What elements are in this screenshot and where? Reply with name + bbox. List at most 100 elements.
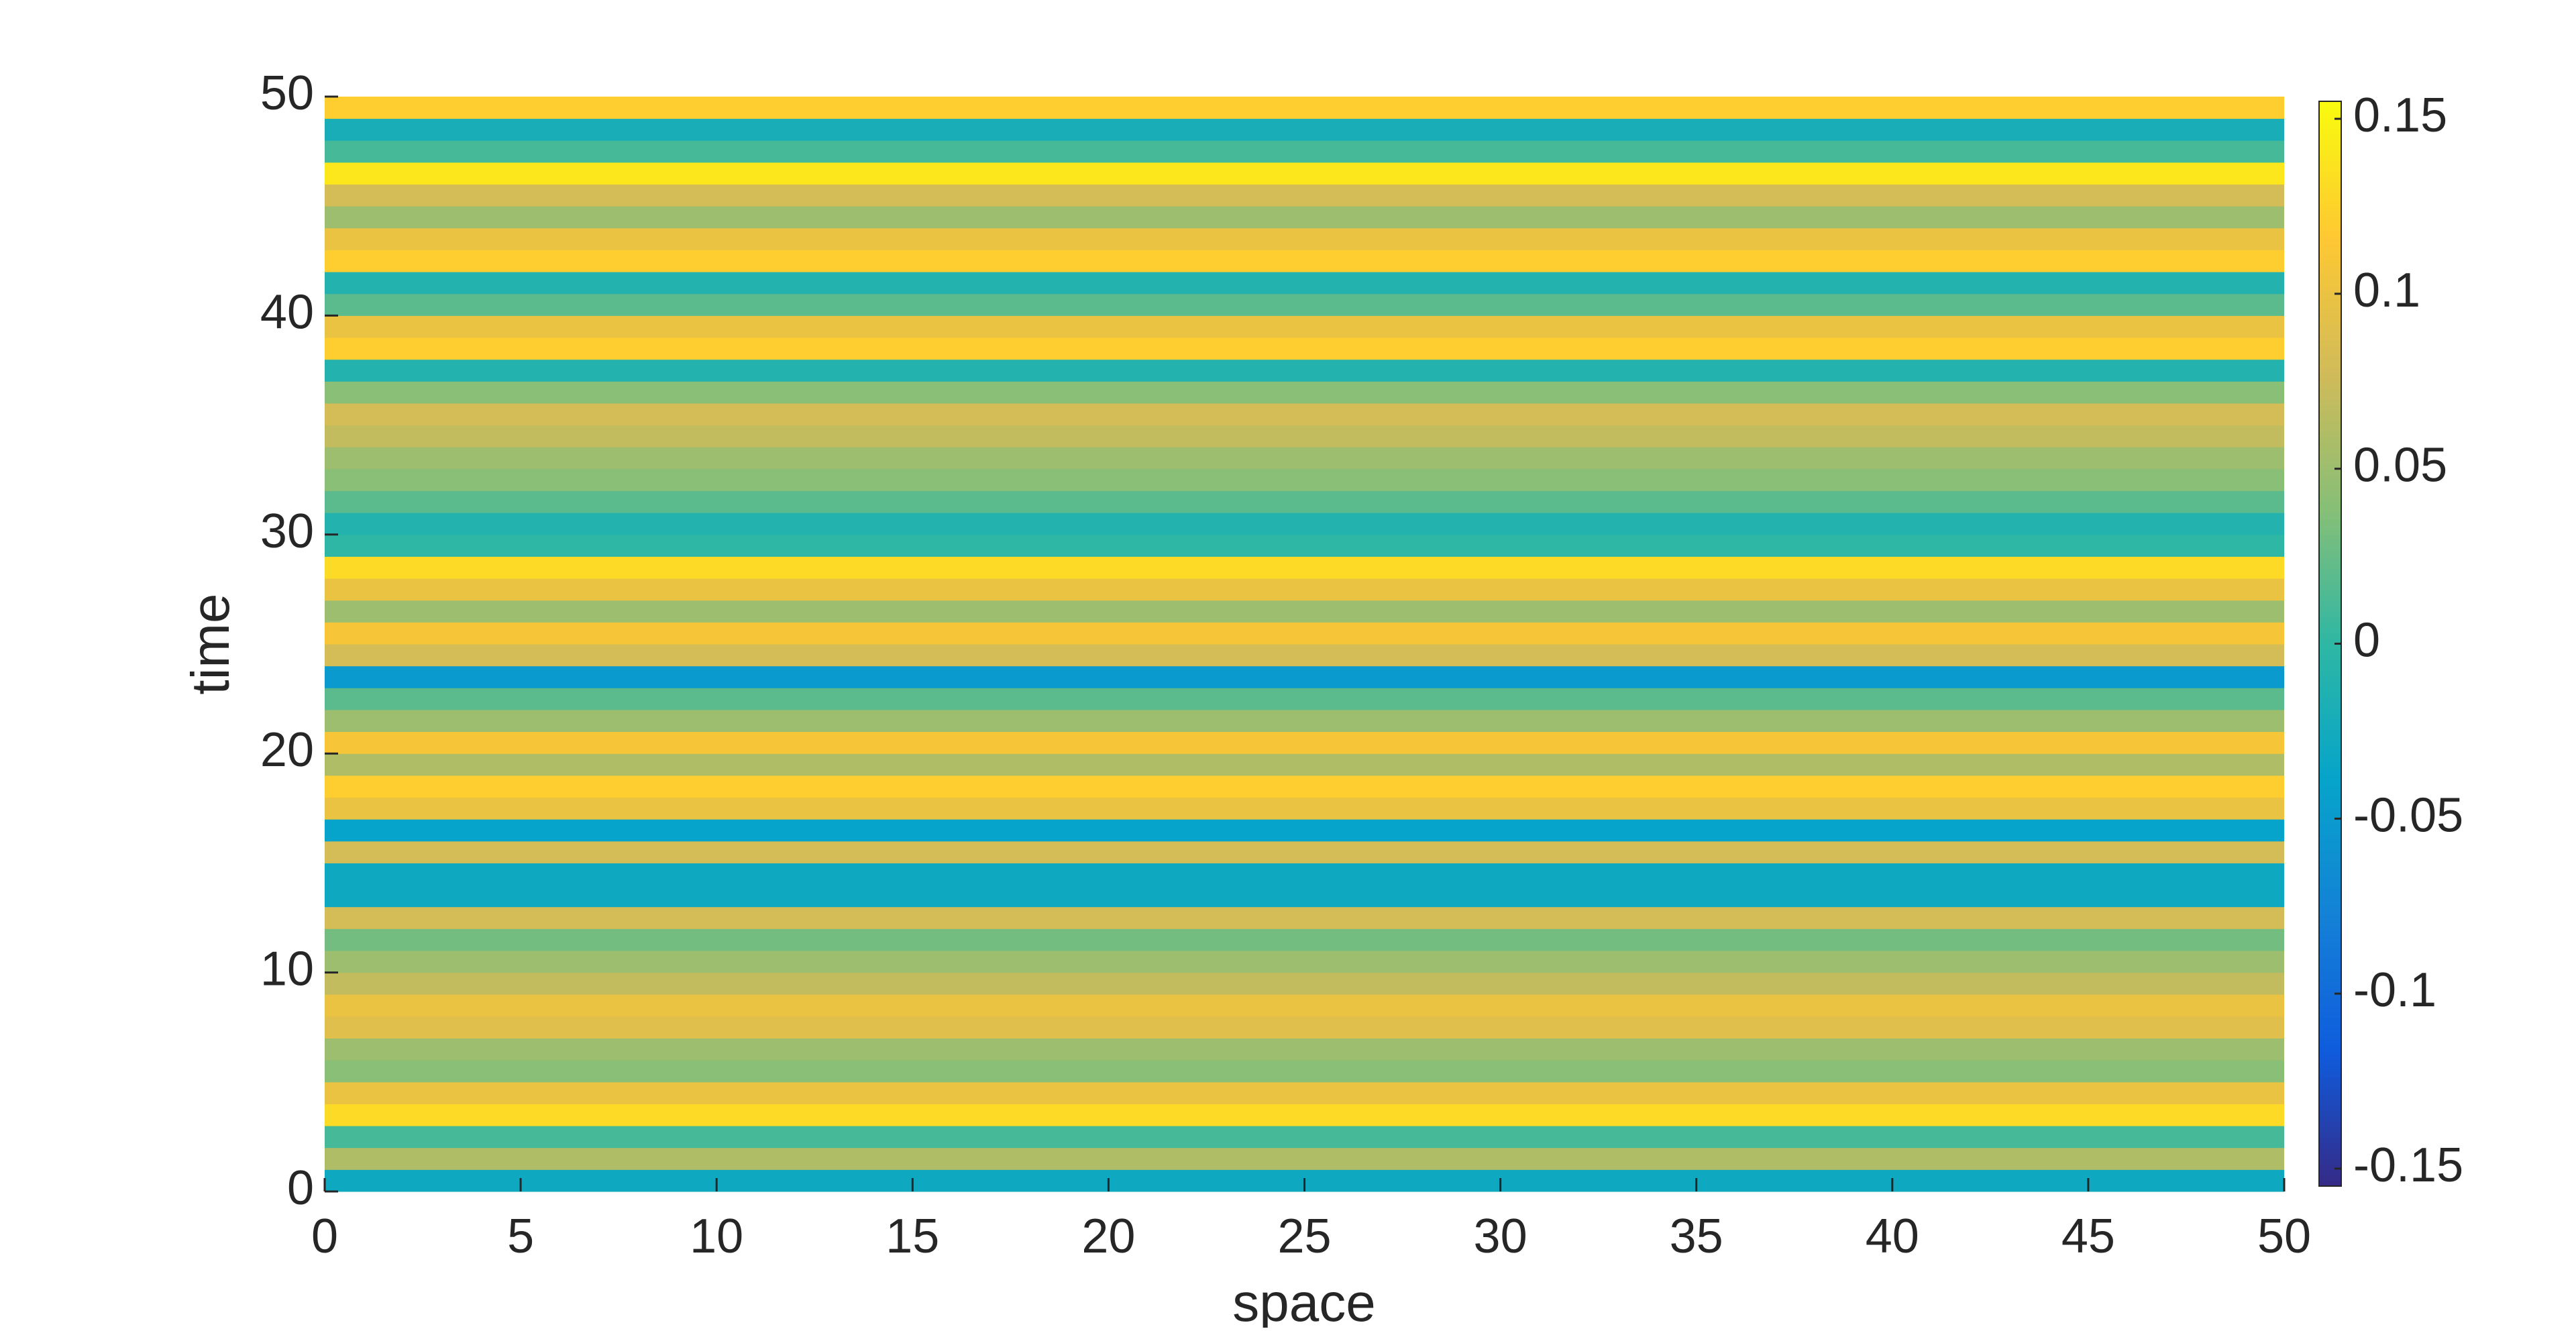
colorbar-segment — [2319, 231, 2341, 237]
colorbar-segment — [2319, 410, 2341, 417]
y-tick-label: 40 — [260, 285, 314, 339]
colorbar-segment — [2319, 627, 2341, 633]
colorbar-segment — [2319, 812, 2341, 818]
colorbar-segment — [2319, 545, 2341, 552]
colorbar-segment — [2319, 779, 2341, 786]
colorbar-segment — [2319, 1164, 2341, 1171]
heatmap-cell — [325, 928, 2284, 951]
colorbar-segment — [2319, 204, 2341, 211]
colorbar-segment — [2319, 849, 2341, 856]
colorbar-segment — [2319, 107, 2341, 113]
colorbar-segment — [2319, 1175, 2341, 1181]
colorbar-segment — [2319, 421, 2341, 427]
colorbar-segment — [2319, 199, 2341, 205]
colorbar-segment — [2319, 237, 2341, 243]
colorbar-segment — [2319, 1099, 2341, 1106]
colorbar-segment — [2319, 394, 2341, 401]
colorbar-segment — [2319, 703, 2341, 710]
colorbar-segment — [2319, 101, 2341, 107]
colorbar-segment — [2319, 508, 2341, 515]
colorbar-segment — [2319, 877, 2341, 883]
colorbar-segment — [2319, 274, 2341, 281]
colorbar-segment — [2319, 497, 2341, 503]
colorbar-segment — [2319, 1077, 2341, 1083]
colorbar-segment — [2319, 573, 2341, 580]
colorbar-segment — [2319, 942, 2341, 948]
colorbar-segment — [2319, 123, 2341, 129]
heatmap-cell — [325, 381, 2284, 404]
colorbar-segment — [2319, 350, 2341, 357]
y-tick-label: 20 — [260, 723, 314, 777]
x-tick-label: 15 — [885, 1210, 939, 1263]
colorbar-segment — [2319, 443, 2341, 449]
colorbar-segment — [2319, 551, 2341, 557]
colorbar-segment — [2319, 958, 2341, 965]
colorbar-segment — [2319, 182, 2341, 189]
colorbar-segment — [2319, 1018, 2341, 1024]
heatmap-cell — [325, 140, 2284, 163]
colorbar-segment — [2319, 763, 2341, 769]
heatmap-cell — [325, 425, 2284, 447]
colorbar-segment — [2319, 524, 2341, 531]
x-tick-label: 0 — [311, 1210, 338, 1263]
heatmap-cell — [325, 709, 2284, 733]
heatmap-cell — [325, 688, 2284, 710]
y-tick-label: 0 — [287, 1161, 314, 1215]
heatmap-cell — [325, 775, 2284, 798]
heatmap-cell — [325, 513, 2284, 535]
colorbar-segment — [2319, 1028, 2341, 1035]
heatmap-cell — [325, 206, 2284, 229]
colorbar-segment — [2319, 996, 2341, 1002]
colorbar-segment — [2319, 610, 2341, 617]
heatmap-cell — [325, 447, 2284, 470]
colorbar-segment — [2319, 372, 2341, 378]
colorbar-segment — [2319, 399, 2341, 406]
colorbar-segment — [2319, 172, 2341, 178]
colorbar-segment — [2319, 643, 2341, 650]
colorbar-segment — [2319, 535, 2341, 541]
x-tick-label: 10 — [690, 1210, 743, 1263]
colorbar-segment — [2319, 719, 2341, 726]
colorbar-segment — [2319, 584, 2341, 590]
colorbar-segment — [2319, 839, 2341, 845]
colorbar-segment — [2319, 784, 2341, 791]
colorbar-segment — [2319, 209, 2341, 216]
heatmap-cell — [325, 293, 2284, 316]
colorbar-segment — [2319, 605, 2341, 612]
heatmap-cell — [325, 819, 2284, 842]
colorbar-segment — [2319, 1110, 2341, 1116]
colorbar-segment — [2319, 339, 2341, 346]
colorbar-segment — [2319, 155, 2341, 162]
colorbar-segment — [2319, 1055, 2341, 1062]
colorbar-segment — [2319, 264, 2341, 270]
y-tick-label: 50 — [260, 66, 314, 120]
heatmap-cell — [325, 250, 2284, 272]
heatmap-cell — [325, 950, 2284, 973]
y-axis-label: time — [180, 593, 240, 694]
heatmap-cell — [325, 118, 2284, 141]
colorbar-segment — [2319, 437, 2341, 443]
colorbar-segment — [2319, 914, 2341, 921]
colorbar-segment — [2319, 280, 2341, 286]
colorbar-segment — [2319, 931, 2341, 937]
colorbar-segment — [2319, 714, 2341, 721]
colorbar-segment — [2319, 177, 2341, 183]
heatmap-cell — [325, 863, 2284, 886]
x-tick-label: 20 — [1081, 1210, 1135, 1263]
colorbar-segment — [2319, 297, 2341, 303]
colorbar-segment — [2319, 529, 2341, 536]
colorbar-segment — [2319, 502, 2341, 509]
colorbar-segment — [2319, 470, 2341, 476]
colorbar-segment — [2319, 622, 2341, 628]
colorbar-segment — [2319, 144, 2341, 151]
colorbar-segment — [2319, 969, 2341, 975]
x-axis-label: space — [1232, 1273, 1375, 1328]
colorbar-segment — [2319, 215, 2341, 221]
colorbar-segment — [2319, 925, 2341, 932]
heatmap-cell — [325, 906, 2284, 929]
colorbar-segment — [2319, 1083, 2341, 1089]
colorbar-segment — [2319, 1180, 2341, 1187]
colorbar-segment — [2319, 979, 2341, 986]
